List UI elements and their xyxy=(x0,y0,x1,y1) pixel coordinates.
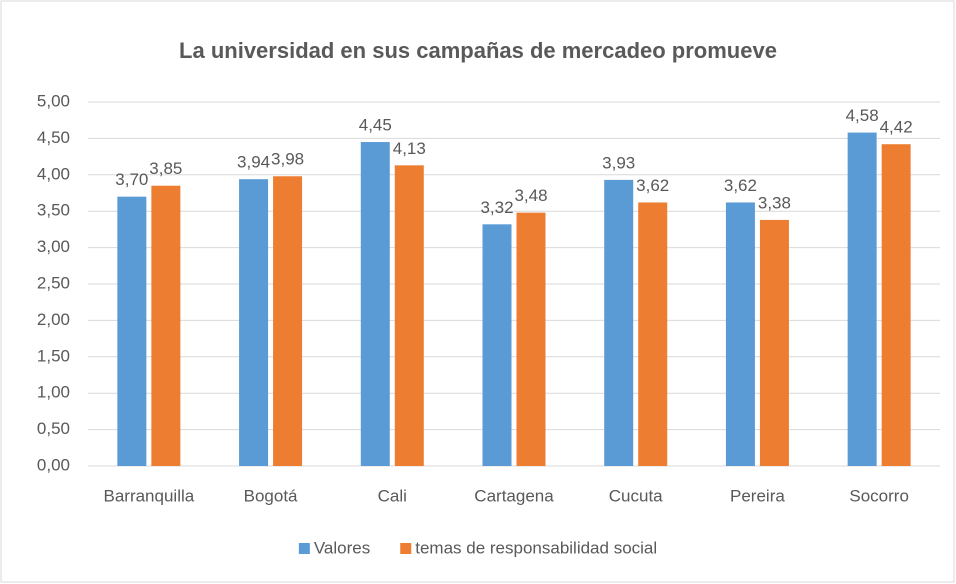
y-tick-label: 3,00 xyxy=(37,237,70,256)
legend-swatch xyxy=(298,543,310,554)
y-tick-label: 5,00 xyxy=(37,91,70,110)
legend-label: temas de responsabilidad social xyxy=(415,538,657,557)
y-tick-label: 0,00 xyxy=(37,455,70,474)
x-tick-label: Bogotá xyxy=(244,486,298,505)
data-label: 3,62 xyxy=(636,176,669,195)
y-tick-label: 4,00 xyxy=(37,164,70,183)
bar xyxy=(151,185,181,466)
y-tick-label: 1,50 xyxy=(37,346,70,365)
data-label: 3,85 xyxy=(149,159,182,178)
data-label: 3,32 xyxy=(480,198,513,217)
bar xyxy=(482,224,512,466)
bar xyxy=(881,144,911,466)
bar xyxy=(239,179,269,466)
y-tick-label: 3,50 xyxy=(37,201,70,220)
data-label: 3,62 xyxy=(724,176,757,195)
bar xyxy=(360,142,390,467)
bar xyxy=(117,196,147,466)
data-label: 4,13 xyxy=(393,139,426,158)
data-label: 3,38 xyxy=(758,193,791,212)
legend-swatch xyxy=(400,543,412,554)
data-label: 3,70 xyxy=(115,170,148,189)
y-tick-label: 1,00 xyxy=(37,383,70,402)
y-tick-label: 4,50 xyxy=(37,128,70,147)
data-label: 3,48 xyxy=(514,186,547,205)
bar xyxy=(638,202,668,467)
x-tick-label: Cucuta xyxy=(609,486,663,505)
bar xyxy=(725,202,755,467)
y-tick-label: 2,50 xyxy=(37,273,70,292)
data-label: 3,94 xyxy=(237,153,270,172)
bar xyxy=(516,212,546,466)
x-tick-label: Socorro xyxy=(849,486,909,505)
x-tick-label: Cali xyxy=(378,486,407,505)
y-tick-label: 2,00 xyxy=(37,310,70,329)
data-label: 4,58 xyxy=(846,106,879,125)
data-label: 3,98 xyxy=(271,150,304,169)
legend-label: Valores xyxy=(314,538,370,557)
data-label: 4,45 xyxy=(359,116,392,135)
bar xyxy=(759,219,789,466)
x-tick-label: Cartagena xyxy=(474,486,554,505)
x-tick-label: Barranquilla xyxy=(103,486,194,505)
data-label: 3,93 xyxy=(602,153,635,172)
bar xyxy=(604,179,634,466)
bar xyxy=(273,176,303,467)
chart-title: La universidad en sus campañas de mercad… xyxy=(179,38,777,63)
bar xyxy=(394,165,424,466)
bar xyxy=(847,132,877,467)
y-tick-label: 0,50 xyxy=(37,419,70,438)
x-tick-label: Pereira xyxy=(730,486,785,505)
data-label: 4,42 xyxy=(880,118,913,137)
